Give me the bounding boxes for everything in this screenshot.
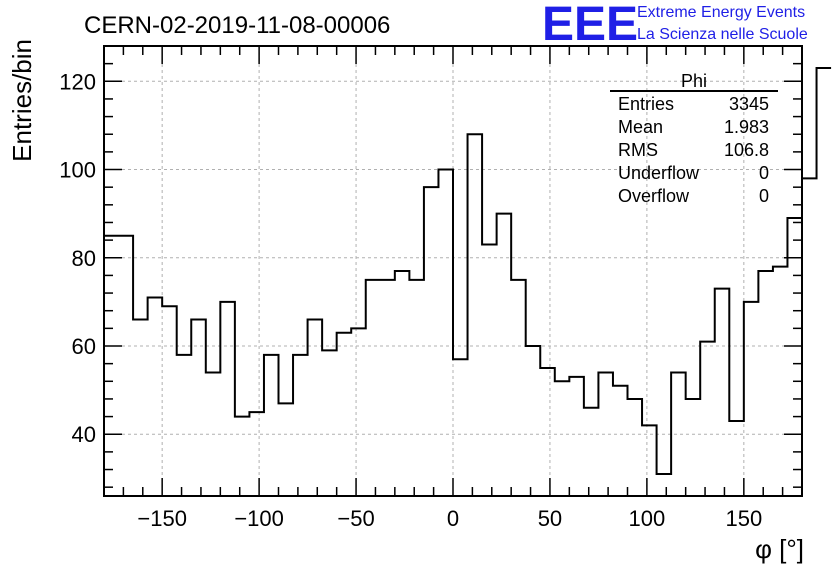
- x-tick-label: 50: [538, 506, 562, 531]
- y-tick-label: 40: [72, 422, 96, 447]
- stats-row-value: 1.983: [724, 117, 769, 137]
- x-axis-ticks: [122, 46, 784, 496]
- stats-row-value: 3345: [729, 94, 769, 114]
- stats-box: Phi Entries 3345 Mean 1.983 RMS 106.8 Underflo…: [610, 71, 778, 206]
- y-tick-label: 100: [59, 158, 96, 183]
- stats-row-value: 0: [759, 186, 769, 206]
- chart-title: CERN-02-2019-11-08-00006: [84, 12, 390, 39]
- stats-row-label: Underflow: [618, 163, 700, 183]
- x-tick-label: −50: [337, 506, 374, 531]
- y-tick-label: 80: [72, 246, 96, 271]
- eee-logo: EEE Extreme Energy Events La Scienza nel…: [542, 0, 808, 51]
- stats-row-value: 106.8: [724, 140, 769, 160]
- x-tick-label: 0: [447, 506, 459, 531]
- plot-frame: [103, 45, 803, 497]
- x-tick-label: −150: [137, 506, 187, 531]
- y-tick-label: 120: [59, 69, 96, 94]
- stats-row-value: 0: [759, 163, 769, 183]
- histogram-series: [104, 67, 832, 475]
- stats-row-label: Entries: [618, 94, 674, 114]
- y-axis-label: Entries/bin: [7, 39, 37, 162]
- stats-box-title: Phi: [681, 71, 707, 91]
- x-tick-labels: −150 −100 −50 0 50 100 150: [137, 506, 762, 531]
- x-axis-label: φ [°]: [755, 534, 804, 564]
- y-tick-labels: 40 60 80 100 120: [59, 69, 96, 447]
- y-tick-label: 60: [72, 334, 96, 359]
- eee-logo-line2: La Scienza nelle Scuole: [637, 26, 808, 43]
- x-tick-label: 100: [629, 506, 666, 531]
- stats-row-label: RMS: [618, 140, 658, 160]
- x-tick-label: −100: [234, 506, 284, 531]
- x-tick-label: 150: [725, 506, 762, 531]
- stats-row-label: Mean: [618, 117, 663, 137]
- eee-logo-text: EEE: [542, 0, 638, 51]
- stats-row-label: Overflow: [618, 186, 690, 206]
- eee-logo-line1: Extreme Energy Events: [637, 4, 805, 21]
